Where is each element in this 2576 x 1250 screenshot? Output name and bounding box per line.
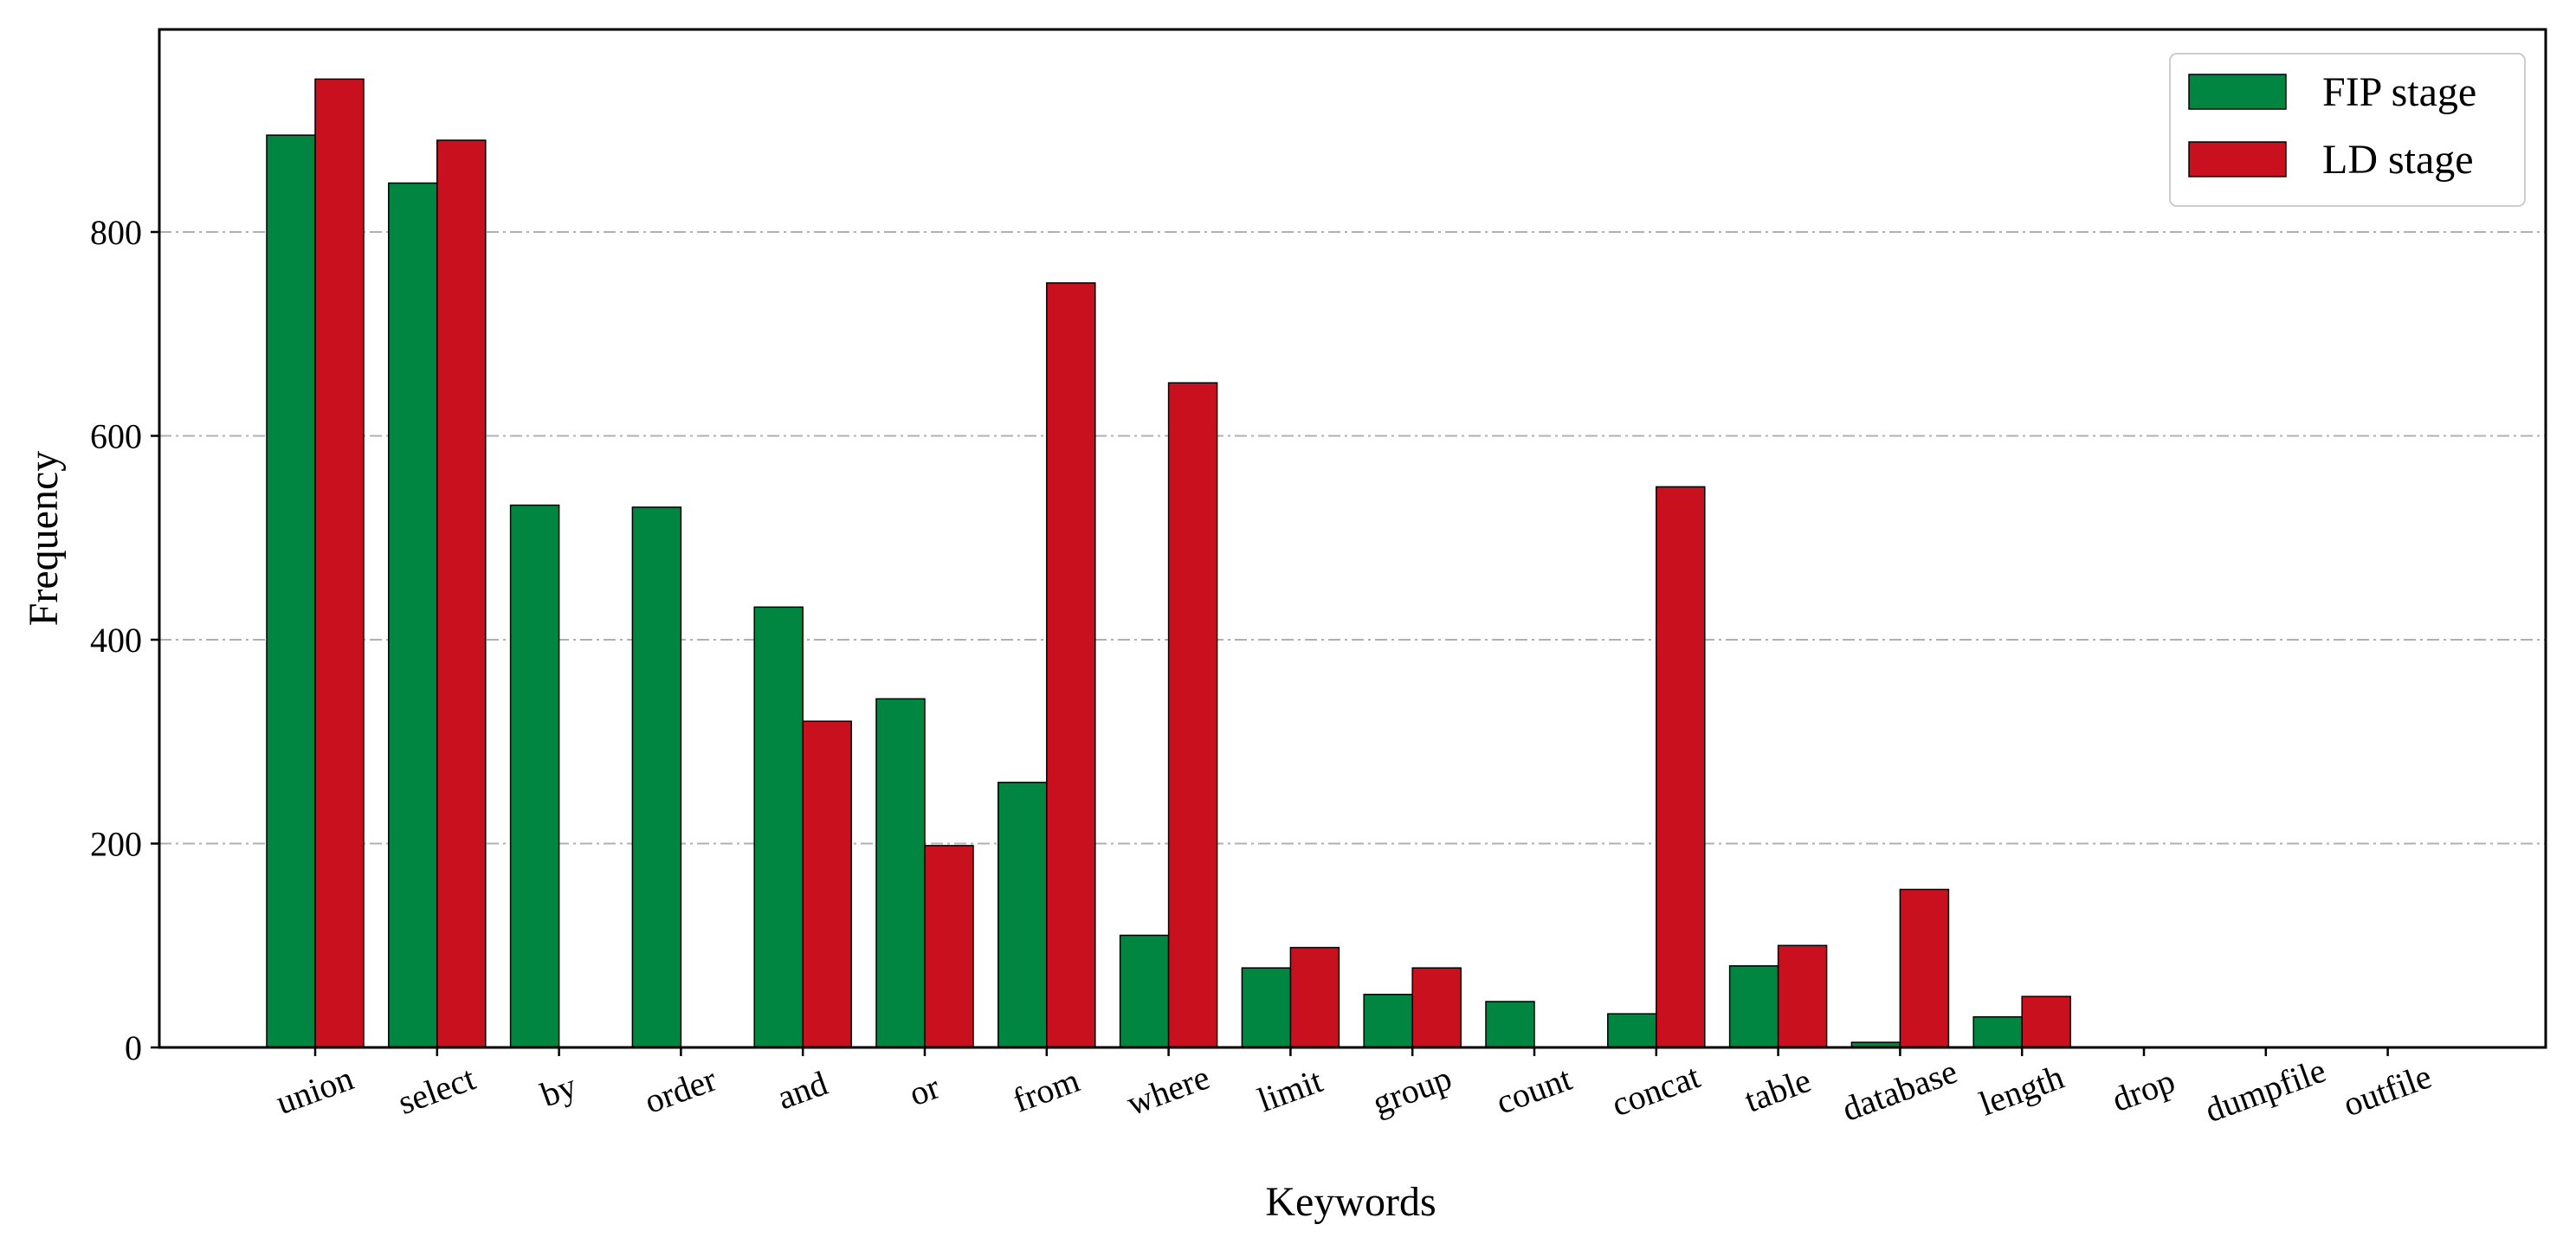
y-tick-label: 800 bbox=[90, 213, 142, 252]
plot-frame bbox=[158, 28, 2547, 1049]
bar-fip-and bbox=[753, 606, 804, 1048]
y-tick-label: 600 bbox=[90, 417, 142, 456]
legend: FIP stage LD stage bbox=[2169, 53, 2526, 207]
y-axis-ticks: 0 200 400 600 800 bbox=[90, 213, 159, 1067]
legend-label-ld-stage: LD stage bbox=[2322, 137, 2474, 183]
bar-fip-concat bbox=[1607, 1013, 1657, 1048]
legend-swatch-fip-stage bbox=[2188, 74, 2287, 110]
bar-ld-or bbox=[924, 845, 974, 1048]
bar-ld-union bbox=[314, 78, 365, 1048]
bar-ld-select bbox=[436, 139, 487, 1048]
x-axis-label: Keywords bbox=[1265, 1179, 1436, 1225]
bar-ld-where bbox=[1167, 382, 1218, 1048]
y-tick-label: 200 bbox=[90, 825, 142, 864]
y-tick-label: 0 bbox=[125, 1028, 142, 1067]
bar-ld-group bbox=[1411, 967, 1462, 1048]
bar-fip-or bbox=[875, 698, 926, 1048]
bar-fip-length bbox=[1972, 1015, 2023, 1048]
bar-ld-concat bbox=[1656, 486, 1706, 1048]
bar-ld-database bbox=[1899, 888, 1950, 1048]
bar-fip-count bbox=[1485, 1001, 1535, 1048]
bar-fip-select bbox=[388, 182, 438, 1048]
bar-fip-by bbox=[509, 504, 560, 1048]
bar-ld-limit bbox=[1289, 946, 1340, 1048]
bar-fip-limit bbox=[1241, 967, 1292, 1048]
bar-ld-length bbox=[2021, 995, 2071, 1048]
bar-fip-where bbox=[1119, 934, 1170, 1048]
bar-fip-union bbox=[266, 134, 316, 1048]
bar-ld-and bbox=[802, 720, 852, 1048]
y-tick-label: 400 bbox=[90, 621, 142, 660]
bar-ld-from bbox=[1046, 282, 1096, 1048]
legend-swatch-ld-stage bbox=[2188, 141, 2287, 177]
y-axis-label: Frequency bbox=[21, 451, 67, 627]
bar-fip-table bbox=[1728, 965, 1779, 1048]
bar-fip-group bbox=[1363, 994, 1413, 1048]
bar-ld-table bbox=[1777, 944, 1828, 1048]
bar-fip-order bbox=[631, 506, 682, 1048]
bar-fip-from bbox=[997, 782, 1048, 1048]
legend-label-fip-stage: FIP stage bbox=[2322, 69, 2476, 115]
bars bbox=[266, 78, 2071, 1048]
